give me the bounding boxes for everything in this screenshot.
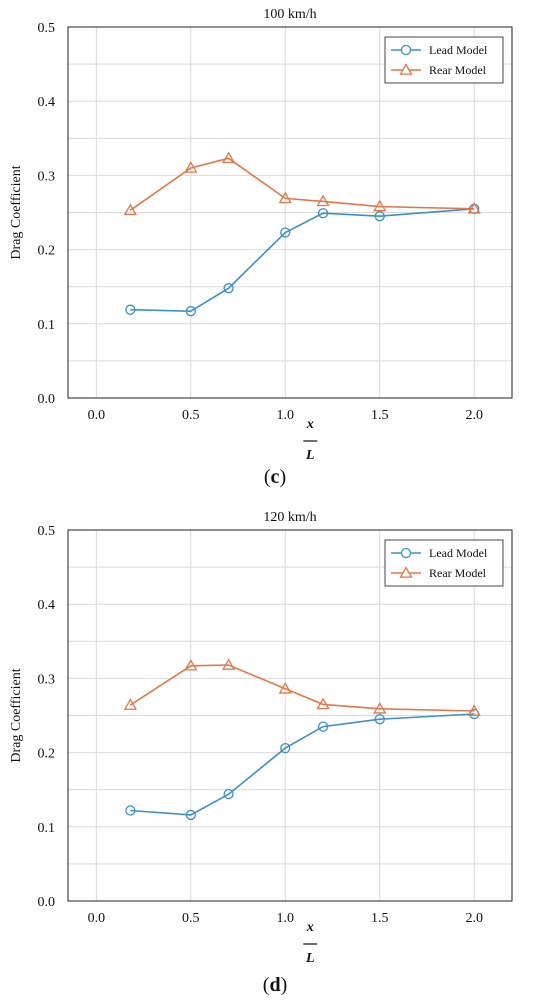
data-point-rear-model	[221, 658, 236, 670]
x-tick-label: 1.5	[371, 408, 389, 423]
x-tick-label: 1.0	[277, 408, 295, 423]
y-tick-label: 0.4	[38, 95, 56, 110]
plot-frame	[67, 26, 513, 399]
legend-label-rear-model: Rear Model	[429, 63, 487, 77]
y-tick-label: 0.4	[38, 598, 56, 613]
data-point-lead-model	[374, 211, 385, 222]
chart-title: 100 km/h	[263, 7, 316, 22]
series-line-lead-model	[130, 713, 475, 816]
chart-panel-c: 100 km/h 0.0 0.1 0.2 0.3 0.4 0.5 0.0 0.5 1.0 1.5 2.…	[9, 7, 513, 463]
x-tick-label: 0.0	[88, 911, 106, 926]
y-tick-label: 0.2	[38, 747, 56, 762]
x-tick-label: 0.5	[182, 408, 200, 423]
legend-label-lead-model: Lead Model	[429, 43, 488, 57]
data-point-rear-model	[123, 203, 137, 216]
x-axis-label-denominator: L	[305, 951, 315, 966]
y-tick-label: 0.0	[38, 895, 56, 910]
data-point-rear-model	[373, 199, 387, 212]
data-point-rear-model	[123, 698, 137, 710]
legend-label-lead-model: Lead Model	[429, 546, 488, 560]
chart-panel-d: 120 km/h 0.0 0.1 0.2 0.3 0.4 0.5 0.0 0.5 1.0 1.5 2.…	[9, 510, 513, 966]
y-tick-label: 0.0	[38, 392, 56, 407]
legend-box	[384, 36, 504, 84]
data-point-lead-model	[374, 714, 385, 725]
y-tick-label: 0.3	[38, 672, 56, 687]
x-tick-label: 2.0	[465, 408, 483, 423]
legend: Lead Model Rear Model	[384, 36, 504, 84]
y-tick-label: 0.2	[38, 244, 56, 259]
data-point-lead-model	[280, 742, 291, 754]
panel-label-c: (c)	[263, 466, 287, 488]
data-point-lead-model	[317, 208, 329, 219]
data-point-lead-model	[185, 809, 196, 821]
y-tick-label: 0.3	[38, 169, 56, 184]
data-point-rear-model	[373, 702, 387, 714]
data-point-rear-model	[467, 704, 481, 716]
data-point-rear-model	[278, 191, 292, 204]
data-point-lead-model	[223, 283, 234, 294]
x-tick-label: 0.0	[88, 408, 106, 423]
panel-label-d: (d)	[262, 974, 288, 996]
legend-marker-lead-model	[400, 44, 412, 56]
series-line-rear-model	[129, 157, 475, 211]
x-axis-label-numerator: x	[306, 417, 314, 432]
y-tick-label: 0.5	[38, 524, 56, 539]
legend-label-rear-model: Rear Model	[429, 566, 487, 580]
series-line-lead-model	[130, 208, 475, 313]
legend-marker-rear-model	[399, 63, 413, 75]
x-tick-label: 2.0	[465, 911, 483, 926]
data-point-rear-model	[221, 151, 236, 164]
y-tick-label: 0.5	[38, 21, 56, 36]
y-tick-label: 0.1	[38, 821, 56, 836]
plot-frame	[67, 529, 513, 902]
x-tick-label: 1.0	[277, 911, 295, 926]
y-axis-label: Drag Coefficient	[9, 668, 24, 762]
legend: Lead Model Rear Model	[384, 539, 504, 587]
data-point-rear-model	[278, 681, 292, 694]
chart-title: 120 km/h	[263, 510, 316, 525]
data-point-lead-model	[125, 304, 136, 315]
x-tick-label: 1.5	[371, 911, 389, 926]
data-point-lead-model	[317, 721, 329, 732]
data-point-rear-model	[316, 194, 330, 207]
data-point-rear-model	[467, 201, 481, 214]
legend-box	[384, 539, 504, 587]
y-tick-label: 0.1	[38, 318, 56, 333]
data-point-lead-model	[223, 789, 234, 800]
data-point-lead-model	[185, 306, 196, 317]
series-line-rear-model	[129, 664, 475, 712]
data-point-rear-model	[184, 658, 198, 671]
data-point-rear-model	[184, 161, 198, 173]
legend-marker-rear-model	[399, 566, 413, 578]
y-axis-label: Drag Coefficient	[9, 165, 24, 259]
x-tick-label: 0.5	[182, 911, 200, 926]
x-axis-label-numerator: x	[306, 920, 314, 935]
data-point-lead-model	[125, 805, 136, 816]
data-point-lead-model	[280, 227, 291, 238]
legend-marker-lead-model	[400, 547, 412, 559]
x-axis-label-denominator: L	[305, 448, 315, 463]
data-point-rear-model	[316, 697, 330, 710]
